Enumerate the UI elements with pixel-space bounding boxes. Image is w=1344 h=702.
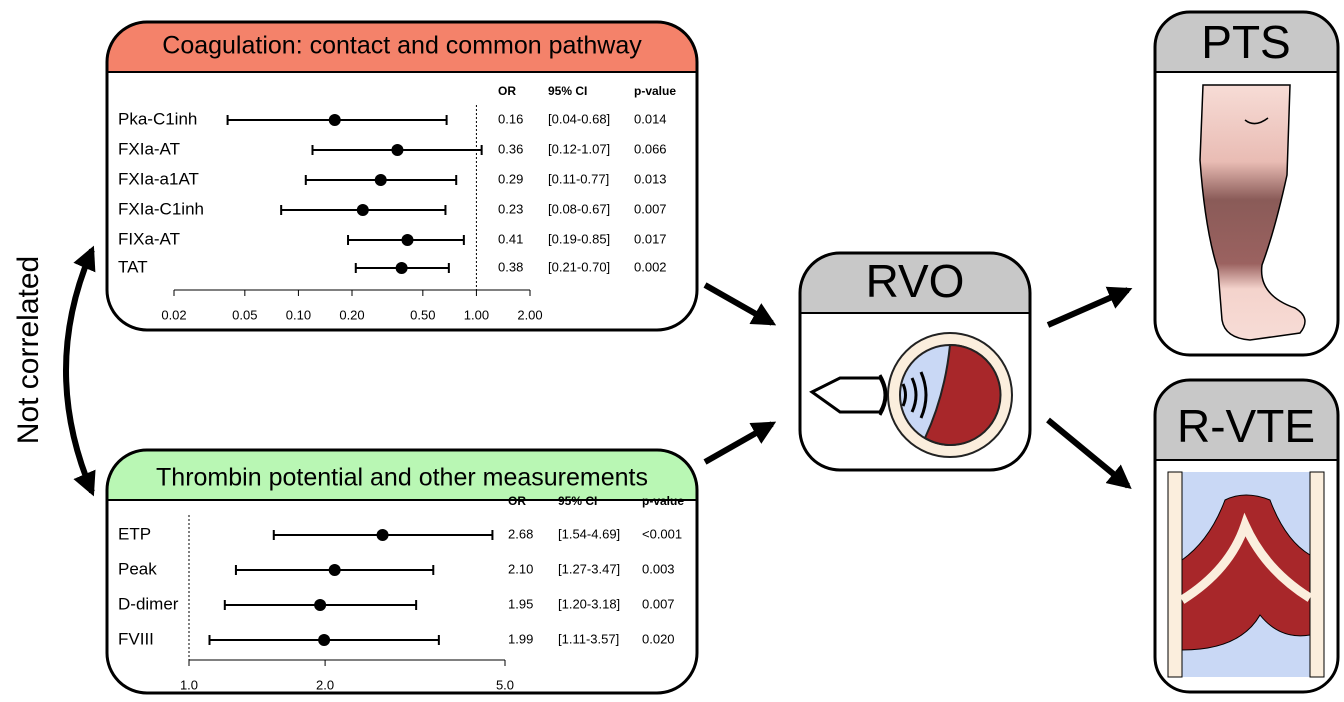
ci-value: [0.11-0.77]: [548, 171, 609, 186]
node-label: PTS: [1201, 16, 1290, 68]
or-value: 2.68: [508, 526, 533, 541]
x-tick-label: 2.0: [316, 677, 334, 692]
estimate-point: [314, 599, 326, 611]
double-arrow: [66, 250, 92, 492]
row-label: FXIa-AT: [118, 139, 180, 158]
column-header: OR: [508, 494, 526, 508]
ci-value: [1.11-3.57]: [558, 631, 619, 646]
row-label: FXIa-C1inh: [118, 199, 204, 218]
estimate-point: [396, 262, 408, 274]
p-value: 0.002: [634, 259, 667, 274]
p-value: 0.066: [634, 141, 667, 156]
ci-value: [1.27-3.47]: [558, 561, 620, 576]
column-header: 95% CI: [558, 494, 597, 508]
or-value: 0.38: [498, 259, 523, 274]
column-header: 95% CI: [548, 84, 587, 98]
x-tick-label: 1.0: [180, 677, 198, 692]
x-tick-label: 0.50: [410, 307, 435, 322]
p-value: 0.014: [634, 111, 667, 126]
vein-illustration: [1168, 472, 1324, 677]
or-value: 0.29: [498, 171, 523, 186]
x-tick-label: 0.10: [286, 307, 311, 322]
row-label: TAT: [118, 257, 148, 276]
estimate-point: [401, 234, 413, 246]
row-label: Peak: [118, 559, 157, 578]
x-tick-label: 0.02: [161, 307, 186, 322]
estimate-point: [391, 144, 403, 156]
estimate-point: [329, 114, 341, 126]
ci-value: [0.21-0.70]: [548, 259, 610, 274]
ci-value: [0.19-0.85]: [548, 231, 610, 246]
row-label: FVIII: [118, 629, 154, 648]
or-value: 0.41: [498, 231, 523, 246]
node-label: RVO: [866, 255, 965, 307]
estimate-point: [329, 564, 341, 576]
or-value: 0.16: [498, 111, 523, 126]
p-value: 0.013: [634, 171, 667, 186]
p-value: 0.017: [634, 231, 667, 246]
estimate-point: [318, 634, 330, 646]
column-header: OR: [498, 84, 516, 98]
or-value: 1.99: [508, 631, 533, 646]
panel-title: Coagulation: contact and common pathway: [162, 32, 642, 60]
estimate-point: [375, 174, 387, 186]
estimate-point: [357, 204, 369, 216]
row-label: D-dimer: [118, 594, 179, 613]
x-tick-label: 5.0: [496, 677, 514, 692]
or-value: 1.95: [508, 596, 533, 611]
ci-value: [1.54-4.69]: [558, 526, 620, 541]
side-label: Not correlated: [12, 256, 45, 444]
column-header: p-value: [642, 494, 684, 508]
node-label: R-VTE: [1177, 400, 1315, 452]
p-value: 0.007: [634, 201, 667, 216]
p-value: 0.007: [642, 596, 675, 611]
column-header: p-value: [634, 84, 676, 98]
row-label: ETP: [118, 524, 151, 543]
x-tick-label: 0.20: [339, 307, 364, 322]
row-label: FIXa-AT: [118, 229, 180, 248]
panel-title: Thrombin potential and other measurement…: [156, 464, 648, 492]
p-value: 0.020: [642, 631, 675, 646]
ci-value: [0.12-1.07]: [548, 141, 610, 156]
row-label: FXIa-a1AT: [118, 169, 199, 188]
x-tick-label: 1.00: [464, 307, 489, 322]
or-value: 2.10: [508, 561, 533, 576]
x-tick-label: 2.00: [517, 307, 542, 322]
x-tick-label: 0.05: [232, 307, 257, 322]
ci-value: [0.04-0.68]: [548, 111, 610, 126]
or-value: 0.23: [498, 201, 523, 216]
or-value: 0.36: [498, 141, 523, 156]
estimate-point: [377, 529, 389, 541]
ci-value: [1.20-3.18]: [558, 596, 620, 611]
p-value: <0.001: [642, 526, 682, 541]
p-value: 0.003: [642, 561, 675, 576]
ci-value: [0.08-0.67]: [548, 201, 610, 216]
row-label: Pka-C1inh: [118, 109, 197, 128]
graphical-abstract: Not correlated RVO PTS: [0, 0, 1344, 702]
